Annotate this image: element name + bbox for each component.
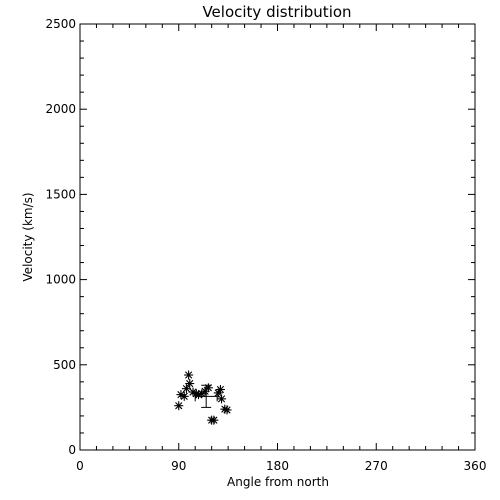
data-point [185, 379, 195, 389]
data-point [203, 383, 213, 393]
data-point [215, 385, 225, 395]
y-tick-label: 2000 [45, 102, 76, 116]
data-point [179, 391, 189, 401]
data-point [217, 394, 227, 404]
y-tick-label: 500 [53, 358, 76, 372]
points-layer [174, 370, 232, 425]
summary-layer [194, 384, 218, 408]
y-tick-label: 1500 [45, 187, 76, 201]
y-tick-label: 1000 [45, 273, 76, 287]
data-point [174, 401, 184, 411]
y-tick-label: 2500 [45, 17, 76, 31]
data-point [209, 415, 219, 425]
data-point [181, 384, 191, 394]
x-tick-label: 0 [76, 459, 84, 473]
ticks-layer: 0 90 180 270 360 0 500 1000 1500 2000 2500 [45, 17, 486, 473]
x-tick-label: 180 [266, 459, 289, 473]
y-tick-label: 0 [68, 443, 76, 457]
x-tick-label: 270 [365, 459, 388, 473]
data-point [184, 370, 194, 380]
x-axis-label: Angle from north [227, 475, 329, 489]
y-axis-label: Velocity (km/s) [21, 192, 35, 281]
data-point [222, 405, 232, 415]
x-tick-label: 360 [464, 459, 487, 473]
x-tick-label: 90 [171, 459, 186, 473]
chart-title: Velocity distribution [202, 3, 351, 21]
